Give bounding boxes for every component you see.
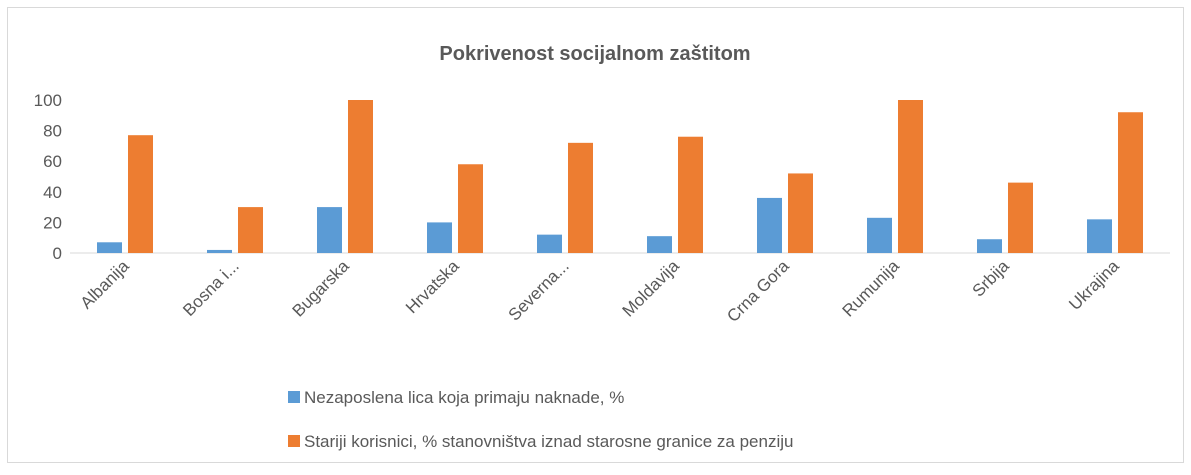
bar (537, 234, 562, 253)
legend-swatch (288, 435, 300, 447)
y-tick-label: 0 (53, 244, 62, 263)
bar (977, 239, 1002, 253)
bar (238, 207, 263, 253)
bar (207, 249, 232, 253)
bar (348, 100, 373, 253)
bar (128, 135, 153, 253)
chart-border (7, 7, 1184, 463)
bar (1118, 112, 1143, 254)
legend-label: Nezaposlena lica koja primaju naknade, % (304, 388, 624, 407)
legend-label: Stariji korisnici, % stanovništva iznad … (304, 432, 793, 451)
bar (317, 207, 342, 253)
bar (458, 164, 483, 253)
y-tick-label: 20 (43, 213, 62, 232)
y-tick-label: 80 (43, 122, 62, 141)
bar (757, 197, 782, 253)
bar (568, 142, 593, 253)
y-tick-label: 40 (43, 183, 62, 202)
bar (788, 173, 813, 253)
bar (867, 217, 892, 253)
y-tick-label: 60 (43, 152, 62, 171)
bar (427, 222, 452, 253)
chart-title: Pokrivenost socijalnom zaštitom (439, 43, 750, 65)
bar (898, 100, 923, 253)
bar (97, 242, 122, 253)
bar (1087, 219, 1112, 253)
bar (678, 136, 703, 253)
y-tick-label: 100 (34, 91, 62, 110)
bar (1008, 182, 1033, 253)
bar (647, 236, 672, 253)
legend-swatch (288, 391, 300, 403)
